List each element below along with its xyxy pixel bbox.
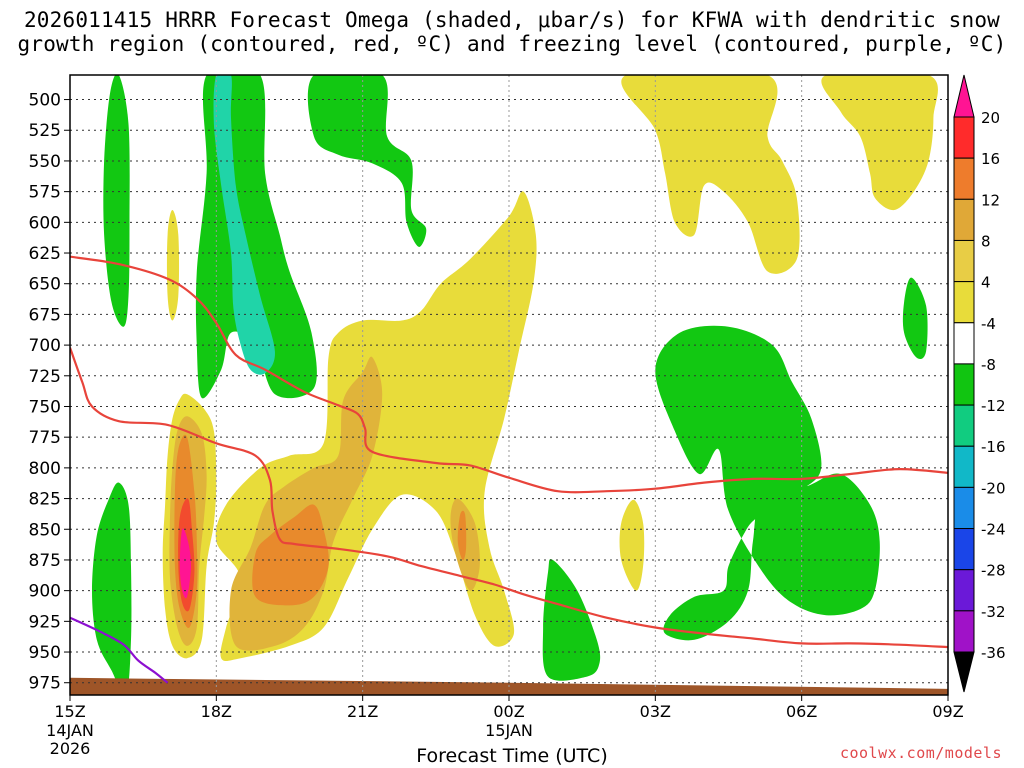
colorbar-label-7: -12: [981, 397, 1006, 415]
colorbar-label-5: -4: [981, 315, 996, 333]
contour-line-1: [70, 347, 948, 649]
colorbar-swatch-6: [953, 363, 975, 406]
ytick-label-525: 525: [29, 121, 61, 141]
xtick-label-15Z: 15Z: [54, 702, 85, 721]
colorbar-label-0: 20: [981, 109, 1000, 127]
ytick-label-950: 950: [29, 643, 61, 663]
colorbar-swatch-9: [953, 486, 975, 530]
xtick-sublabel-15Z: 14JAN: [46, 721, 94, 740]
colorbar-label-4: 4: [981, 274, 991, 292]
contour-line-2: [70, 616, 169, 684]
ytick-label-750: 750: [29, 397, 61, 417]
ytick-label-600: 600: [29, 213, 61, 233]
colorbar-label-6: -8: [981, 356, 996, 374]
ytick-label-550: 550: [29, 152, 61, 172]
contour-lines-layer: [70, 255, 948, 684]
colorbar-swatch-7: [953, 404, 975, 447]
colorbar-label-3: 8: [981, 232, 991, 250]
chart-title-line-1: 2026011415 HRRR Forecast Omega (shaded, …: [23, 8, 1001, 32]
colorbar: 20 16 12 8 4 -4 -8 -12 -16 -20 -24 -28 -32 -36: [953, 74, 1006, 693]
colorbar-swatch-2: [953, 198, 975, 241]
omega-region-plus4-12: [621, 75, 800, 274]
omega-shading-layer: [92, 75, 938, 695]
colorbar-label-10: -24: [981, 521, 1006, 539]
omega-region-minus4-7: [655, 325, 880, 641]
omega-region-plus4-10: [166, 210, 180, 321]
xtick-year-15Z: 2026: [50, 739, 91, 758]
colorbar-label-8: -16: [981, 438, 1006, 456]
ytick-label-875: 875: [29, 551, 61, 571]
ytick-label-925: 925: [29, 612, 61, 632]
omega-region-minus4-6: [542, 558, 601, 681]
ytick-label-700: 700: [29, 336, 61, 356]
ytick-label-500: 500: [29, 91, 61, 111]
colorbar-label-13: -36: [981, 644, 1006, 662]
omega-region-plus12-20: [457, 510, 467, 561]
xtick-label-18Z: 18Z: [201, 702, 232, 721]
credit-text: coolwx.com/models: [839, 744, 1002, 762]
grid-layer: [70, 75, 948, 695]
colorbar-swatch-10: [953, 528, 975, 571]
ytick-label-625: 625: [29, 244, 61, 264]
ytick-label-825: 825: [29, 490, 61, 510]
ytick-label-850: 850: [29, 520, 61, 540]
ytick-label-675: 675: [29, 305, 61, 325]
colorbar-swatch-11: [953, 569, 975, 612]
xtick-label-00Z: 00Z: [493, 702, 524, 721]
omega-region-minus12-5: [213, 75, 275, 375]
xtick-sublabel-00Z: 15JAN: [485, 721, 533, 740]
omega-region-minus4-4: [307, 75, 427, 247]
ytick-label-650: 650: [29, 275, 61, 295]
omega-region-minus4-8: [902, 277, 928, 360]
xtick-label-03Z: 03Z: [640, 702, 671, 721]
colorbar-label-2: 12: [981, 191, 1000, 209]
ytick-label-775: 775: [29, 428, 61, 448]
colorbar-swatch-5: [953, 322, 975, 365]
chart-title-line-2: growth region (contoured, red, ºC) and f…: [17, 32, 1007, 56]
omega-region-plus20-22: [179, 528, 192, 599]
ytick-label-975: 975: [29, 674, 61, 694]
contour-line-0: [70, 255, 948, 494]
ytick-label-800: 800: [29, 459, 61, 479]
omega-region-minus4-1: [118, 501, 129, 603]
colorbar-label-1: 16: [981, 150, 1000, 168]
xtick-label-21Z: 21Z: [347, 702, 378, 721]
y-axis-ticks: 500 525 550 575 600 625 650 675 700 725 750 775 800 8…: [29, 91, 70, 694]
colorbar-swatch-8: [953, 445, 975, 488]
omega-region-plus12-19: [252, 504, 329, 606]
xtick-label-09Z: 09Z: [932, 702, 963, 721]
omega-region-plus4-13: [821, 75, 938, 211]
colorbar-label-9: -20: [981, 479, 1006, 497]
colorbar-swatch-0: [953, 116, 975, 159]
colorbar-bottom-arrow: [953, 651, 975, 693]
omega-region-plus4-14: [619, 499, 645, 591]
colorbar-swatch-4: [953, 281, 975, 324]
ytick-label-900: 900: [29, 582, 61, 602]
colorbar-swatch-3: [953, 239, 975, 283]
ytick-label-725: 725: [29, 367, 61, 387]
xtick-label-06Z: 06Z: [786, 702, 817, 721]
colorbar-swatch-1: [953, 157, 975, 200]
colorbar-swatch-12: [953, 610, 975, 653]
colorbar-label-11: -28: [981, 562, 1006, 580]
x-axis-label: Forecast Time (UTC): [416, 745, 608, 767]
ytick-label-575: 575: [29, 183, 61, 203]
colorbar-top-arrow: [953, 74, 975, 118]
omega-region-minus4-2: [103, 75, 130, 327]
colorbar-label-12: -32: [981, 603, 1006, 621]
